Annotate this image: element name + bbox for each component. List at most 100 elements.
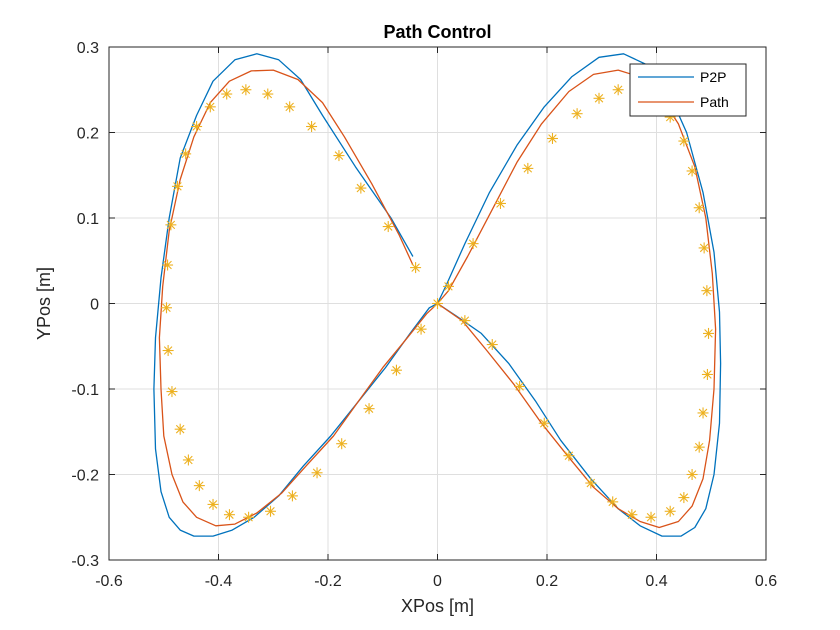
- asterisk-marker: [698, 242, 710, 254]
- asterisk-stroke: [572, 109, 582, 118]
- asterisk-marker: [514, 380, 526, 392]
- asterisk-marker: [585, 477, 597, 489]
- asterisk-marker: [180, 148, 192, 160]
- asterisk-stroke: [416, 324, 426, 334]
- y-axis-label: YPos [m]: [34, 267, 54, 340]
- asterisk-stroke: [208, 500, 218, 509]
- x-tick-label: 0: [433, 573, 442, 590]
- legend[interactable]: P2P Path: [629, 63, 747, 117]
- asterisk-marker: [494, 197, 506, 209]
- asterisk-stroke: [173, 182, 182, 191]
- asterisk-marker: [626, 509, 638, 521]
- asterisk-stroke: [687, 470, 697, 479]
- asterisk-marker: [701, 368, 713, 380]
- x-tick-label: 0.6: [755, 573, 777, 590]
- asterisk-stroke: [181, 149, 190, 159]
- asterisk-marker: [410, 262, 422, 274]
- asterisk-marker: [645, 511, 657, 523]
- asterisk-stroke: [687, 166, 697, 176]
- asterisk-marker: [243, 511, 255, 523]
- asterisk-marker: [664, 505, 676, 517]
- asterisk-stroke: [241, 85, 251, 95]
- asterisk-marker: [174, 423, 186, 435]
- asterisk-marker: [286, 490, 298, 502]
- y-tick-label: -0.1: [71, 382, 99, 399]
- asterisk-stroke: [163, 260, 172, 270]
- asterisk-marker: [467, 238, 479, 250]
- asterisk-stroke: [225, 510, 234, 519]
- y-tick-label: 0.3: [77, 40, 99, 57]
- asterisk-stroke: [263, 89, 273, 99]
- asterisk-stroke: [548, 134, 557, 143]
- asterisk-marker: [363, 403, 375, 415]
- marker-series: [160, 84, 715, 523]
- asterisk-marker: [166, 386, 178, 398]
- asterisk-marker: [165, 219, 177, 231]
- asterisk-marker: [612, 84, 624, 96]
- asterisk-marker: [207, 498, 219, 510]
- legend-box: [629, 63, 747, 117]
- asterisk-stroke: [608, 497, 617, 507]
- asterisk-marker: [382, 221, 394, 233]
- y-tick-label: 0.2: [77, 126, 99, 143]
- asterisk-stroke: [167, 387, 177, 396]
- asterisk-stroke: [175, 424, 185, 434]
- asterisk-marker: [171, 180, 183, 192]
- x-tick-label: -0.2: [314, 573, 342, 590]
- asterisk-stroke: [312, 468, 322, 478]
- legend-label-path: Path: [700, 94, 729, 110]
- asterisk-marker: [333, 150, 345, 162]
- asterisk-marker: [459, 315, 471, 327]
- asterisk-stroke: [364, 404, 374, 413]
- asterisk-marker: [390, 364, 402, 376]
- asterisk-marker: [223, 509, 235, 521]
- asterisk-stroke: [460, 316, 470, 325]
- asterisk-stroke: [285, 102, 294, 112]
- asterisk-stroke: [411, 263, 420, 272]
- asterisk-marker: [563, 450, 575, 462]
- axis-ticks: -0.6 -0.4 -0.2 0 0.2 0.4 0.6 -0.3 -0.2 -0.1 0 0.1 0.…: [71, 40, 777, 590]
- asterisk-stroke: [356, 183, 366, 193]
- asterisk-marker: [262, 88, 274, 100]
- asterisk-marker: [686, 165, 698, 177]
- asterisk-marker: [355, 182, 367, 194]
- asterisk-marker: [571, 108, 583, 120]
- x-axis-label: XPos [m]: [401, 596, 474, 616]
- asterisk-stroke: [539, 418, 549, 428]
- asterisk-stroke: [487, 340, 497, 349]
- asterisk-marker: [678, 492, 690, 504]
- asterisk-stroke: [166, 220, 176, 230]
- asterisk-stroke: [266, 506, 275, 516]
- asterisk-stroke: [337, 439, 346, 448]
- asterisk-stroke: [646, 512, 656, 522]
- asterisk-marker: [693, 202, 705, 214]
- asterisk-stroke: [192, 122, 201, 131]
- y-tick-label: -0.2: [71, 468, 99, 485]
- asterisk-marker: [240, 84, 252, 96]
- asterisk-stroke: [307, 122, 316, 131]
- asterisk-marker: [162, 259, 174, 271]
- x-tick-label: -0.4: [205, 573, 233, 590]
- asterisk-stroke: [184, 455, 193, 465]
- asterisk-marker: [193, 480, 205, 492]
- asterisk-marker: [522, 162, 534, 174]
- asterisk-marker: [306, 121, 318, 133]
- asterisk-marker: [191, 121, 203, 133]
- series-layer: [153, 53, 722, 537]
- asterisk-marker: [182, 454, 194, 466]
- x-tick-label: 0.4: [645, 573, 667, 590]
- asterisk-stroke: [195, 481, 204, 490]
- asterisk-stroke: [392, 365, 401, 375]
- asterisk-marker: [432, 298, 443, 309]
- asterisk-marker: [593, 92, 605, 104]
- asterisk-marker: [546, 132, 558, 144]
- asterisk-stroke: [702, 286, 712, 295]
- y-tick-label: 0.1: [77, 211, 99, 228]
- asterisk-stroke: [468, 239, 478, 248]
- asterisk-marker: [697, 407, 709, 419]
- asterisk-stroke: [162, 303, 171, 313]
- asterisk-stroke: [496, 199, 505, 208]
- asterisk-stroke: [694, 442, 704, 452]
- asterisk-stroke: [383, 222, 393, 231]
